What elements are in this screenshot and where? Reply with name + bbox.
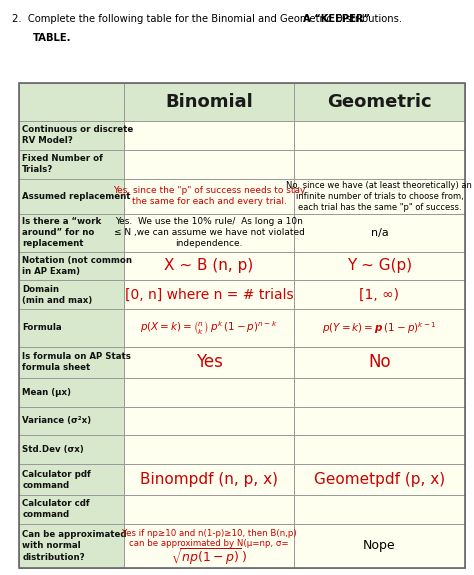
Bar [124,347,294,378]
Bar [19,347,124,378]
Bar [124,281,294,309]
Text: Variance (σ²x): Variance (σ²x) [22,416,91,426]
Bar [19,378,124,407]
Bar [294,435,465,464]
Text: $p(Y = k) = \boldsymbol{p}\,(1-p)^{k-1}$: $p(Y = k) = \boldsymbol{p}\,(1-p)^{k-1}$ [322,320,437,336]
Text: Yes if np≥10 and n(1-p)≥10, then B(n,p): Yes if np≥10 and n(1-p)≥10, then B(n,p) [122,529,296,538]
Text: Can be approximated
with normal
distribution?: Can be approximated with normal distribu… [22,530,127,562]
Bar [294,524,465,568]
Bar [294,347,465,378]
Bar [124,435,294,464]
Bar [294,378,465,407]
Text: [1, ∞): [1, ∞) [359,288,400,302]
Text: Geometric: Geometric [327,93,432,111]
Bar [294,83,465,121]
Bar [19,435,124,464]
Bar [19,407,124,435]
Bar [124,121,294,150]
Bar [19,83,465,568]
Text: Std.Dev (σx): Std.Dev (σx) [22,445,84,454]
Bar [294,214,465,252]
Bar [294,281,465,309]
Text: $\sqrt{np(1-p)}\,)$: $\sqrt{np(1-p)}\,)$ [171,546,247,567]
Text: can be approximated by N(μ=np, σ=: can be approximated by N(μ=np, σ= [129,539,289,548]
Bar [19,524,124,568]
Text: Formula: Formula [22,324,62,332]
Bar [124,179,294,214]
Bar [124,150,294,179]
Bar [19,281,124,309]
Bar [294,309,465,347]
Text: No, since we have (at least theoretically) an
infinite number of trials to choos: No, since we have (at least theoreticall… [286,181,473,212]
Bar [124,464,294,495]
Bar [19,214,124,252]
Bar [124,252,294,281]
Bar [19,495,124,524]
Bar [294,121,465,150]
Text: 2.  Complete the following table for the Binomial and Geometric Distributions.: 2. Complete the following table for the … [12,14,408,24]
Text: Yes: Yes [196,353,222,371]
Bar [294,407,465,435]
Text: Calculator pdf
command: Calculator pdf command [22,470,91,490]
Text: X ~ B (n, p): X ~ B (n, p) [164,259,254,274]
Bar [124,214,294,252]
Text: n/a: n/a [371,228,388,238]
Text: Binomial: Binomial [165,93,253,111]
Bar [294,252,465,281]
Bar [294,179,465,214]
Text: Continuous or discrete
RV Model?: Continuous or discrete RV Model? [22,125,134,145]
Bar [19,179,124,214]
Bar [19,83,124,121]
Bar [19,252,124,281]
Bar [19,121,124,150]
Text: Is there a “work
around” for no
replacement: Is there a “work around” for no replacem… [22,217,101,248]
Bar [294,495,465,524]
Bar [19,464,124,495]
Bar [124,495,294,524]
Text: A “KEEPER”: A “KEEPER” [303,14,370,24]
Text: Fixed Number of
Trials?: Fixed Number of Trials? [22,154,103,174]
Bar [294,150,465,179]
Text: Domain
(min and max): Domain (min and max) [22,285,92,305]
Bar [124,378,294,407]
Text: Nope: Nope [363,539,396,553]
Text: Notation (not common
in AP Exam): Notation (not common in AP Exam) [22,256,132,276]
Bar [19,150,124,179]
Text: Calculator cdf
command: Calculator cdf command [22,500,90,519]
Bar [124,309,294,347]
Text: Yes.  We use the 10% rule/  As long a 10n
≤ N ,we can assume we have not violate: Yes. We use the 10% rule/ As long a 10n … [114,217,304,248]
Bar [124,407,294,435]
Text: Is formula on AP Stats
formula sheet: Is formula on AP Stats formula sheet [22,352,131,372]
Bar [294,464,465,495]
Bar [19,309,124,347]
Text: Assumed replacement: Assumed replacement [22,191,131,201]
Text: Binompdf (n, p, x): Binompdf (n, p, x) [140,472,278,487]
Text: No: No [368,353,391,371]
Text: [0, n] where n = # trials: [0, n] where n = # trials [125,288,293,302]
Text: TABLE.: TABLE. [33,33,72,43]
Text: $p(X = k) = \binom{n}{k}\,p^k\,(1-p)^{n-k}$: $p(X = k) = \binom{n}{k}\,p^k\,(1-p)^{n-… [140,319,278,337]
Text: Yes, since the "p" of success needs to stay
the same for each and every trial.: Yes, since the "p" of success needs to s… [113,186,305,206]
Bar [124,524,294,568]
Text: Mean (μx): Mean (μx) [22,388,71,397]
Bar [124,83,294,121]
Text: Y ~ G(p): Y ~ G(p) [347,259,412,274]
Text: Geometpdf (p, x): Geometpdf (p, x) [314,472,445,487]
